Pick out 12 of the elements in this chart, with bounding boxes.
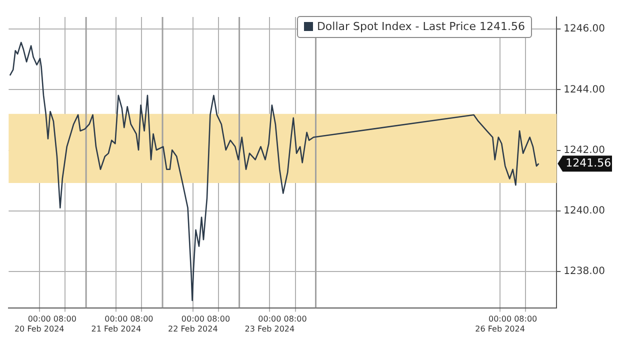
y-tick-label: 1246.00 — [564, 24, 606, 35]
x-tick-label: 08:00 — [53, 314, 76, 324]
legend-label: Dollar Spot Index - Last Price 1241.56 — [316, 20, 525, 33]
y-tick-label: 1240.00 — [564, 205, 606, 216]
text: 1241.56 — [566, 156, 612, 170]
x-tick-label: 08:00 — [130, 314, 154, 324]
x-tick-label: 08:00 — [206, 314, 230, 324]
y-tick-label: 1242.00 — [564, 144, 606, 156]
y-tick-label: 1238.00 — [564, 266, 606, 278]
x-tick-label: 08:00 — [284, 314, 307, 324]
y-tick-label: 1244.00 — [564, 84, 606, 96]
x-tick-label: 08:00 — [514, 314, 538, 324]
